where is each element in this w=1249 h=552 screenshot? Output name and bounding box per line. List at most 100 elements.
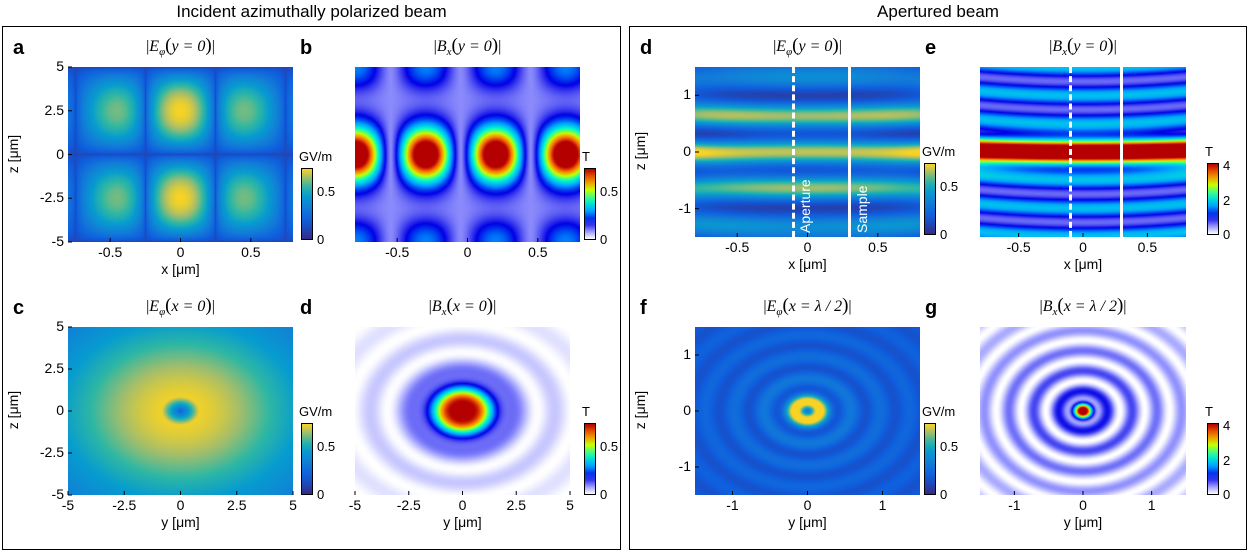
aperture-label: Aperture — [797, 179, 813, 233]
colorbar-tick-label: 0 — [600, 487, 607, 502]
y-tick-label: -5 — [24, 486, 64, 502]
x-axis-label: y [μm] — [355, 514, 570, 530]
y-tick-label: -5 — [24, 233, 64, 249]
x-tick-label: -5 — [340, 497, 370, 513]
colorbar-b — [584, 168, 596, 240]
x-tick-label: -0.5 — [1004, 239, 1034, 255]
x-tick-label: -1 — [718, 497, 748, 513]
heatmap-c — [68, 327, 293, 495]
aperture-line — [792, 67, 795, 237]
heatmap-d: Aperture Sample — [695, 67, 920, 237]
colorbar-tick-label: 0.5 — [600, 439, 618, 454]
x-axis-label: y [μm] — [980, 514, 1186, 530]
x-tick-label: 0 — [1068, 497, 1098, 513]
colorbar-a — [301, 168, 313, 240]
x-tick-label: 5 — [278, 497, 308, 513]
colorbar-tick-label: 4 — [1223, 418, 1230, 433]
panel-title: |Bx(x = 0)| — [355, 295, 570, 318]
colorbar-tick-label: 0 — [600, 232, 607, 247]
colorbar-tick-label: 0 — [940, 227, 947, 242]
colorbar-tick-label: 0.5 — [317, 184, 335, 199]
y-axis-label: z [μm] — [5, 114, 21, 194]
panel-letter-d: d — [640, 37, 652, 60]
y-axis-label: z [μm] — [632, 370, 648, 450]
colorbar-c — [301, 423, 313, 495]
x-tick-label: -0.5 — [722, 239, 752, 255]
panel-letter-a: a — [13, 37, 24, 60]
colorbar-unit: T — [582, 149, 590, 164]
heatmap-image — [355, 67, 580, 242]
colorbar-unit: GV/m — [922, 404, 955, 419]
heatmap-f — [695, 327, 920, 495]
y-tick-label: -1 — [651, 458, 691, 474]
sample-label: Sample — [854, 186, 870, 233]
x-tick-label: 0 — [166, 497, 196, 513]
x-tick-label: -2.5 — [394, 497, 424, 513]
x-axis-label: y [μm] — [68, 514, 293, 530]
y-tick-label: 5 — [24, 58, 64, 74]
colorbar-tick-label: 4 — [1223, 158, 1230, 173]
panel-letter-g: g — [925, 297, 937, 320]
colorbar-tick-label: 2 — [1223, 453, 1230, 468]
y-tick-label: 2.5 — [24, 102, 64, 118]
panel-title: |Eφ(x = 0)| — [68, 295, 293, 318]
panel-title: |Bx(y = 0)| — [980, 35, 1186, 58]
x-tick-label: 0 — [793, 239, 823, 255]
panel-letter-f: f — [640, 297, 647, 320]
x-tick-label: 1 — [868, 497, 898, 513]
colorbar-d — [584, 423, 596, 495]
panel-title: |Eφ(y = 0)| — [695, 35, 920, 58]
colorbar-tick-label: 0 — [1223, 227, 1230, 242]
x-axis-label: y [μm] — [695, 514, 920, 530]
colorbar-tick-label: 0.5 — [317, 439, 335, 454]
colorbar-unit: GV/m — [922, 144, 955, 159]
y-tick-label: 1 — [651, 346, 691, 362]
heatmap-image — [695, 327, 920, 495]
colorbar-f — [924, 423, 936, 495]
y-axis-label: z [μm] — [632, 111, 648, 191]
x-tick-label: 0 — [1068, 239, 1098, 255]
heatmap-image — [980, 67, 1186, 237]
x-tick-label: 0 — [448, 497, 478, 513]
heatmap-b — [355, 67, 580, 242]
x-tick-label: 0 — [453, 244, 483, 260]
panel-letter-e: e — [925, 37, 936, 60]
y-tick-label: 0 — [651, 143, 691, 159]
panel-letter-b: b — [300, 37, 312, 60]
heatmap-a — [68, 67, 293, 242]
y-tick-label: 0 — [24, 146, 64, 162]
colorbar-unit: T — [1205, 144, 1213, 159]
colorbar-unit: T — [582, 404, 590, 419]
colorbar-tick-label: 0 — [940, 487, 947, 502]
x-tick-label: 0.5 — [863, 239, 893, 255]
x-tick-label: 0.5 — [523, 244, 553, 260]
x-axis-label: x [μm] — [695, 256, 920, 272]
y-tick-label: -1 — [651, 200, 691, 216]
heatmap-image — [68, 67, 293, 242]
y-tick-label: -2.5 — [24, 444, 64, 460]
colorbar-tick-label: 0 — [317, 487, 324, 502]
y-axis-label: z [μm] — [5, 370, 21, 450]
x-tick-label: -0.5 — [95, 244, 125, 260]
y-tick-label: 5 — [24, 318, 64, 334]
panel-letter-d: d — [300, 297, 312, 320]
left-section-title: Incident azimuthally polarized beam — [0, 2, 623, 22]
heatmap-g — [980, 327, 1186, 495]
panel-title: |Bx(x = λ / 2)| — [980, 295, 1186, 318]
colorbar-unit: GV/m — [299, 149, 332, 164]
x-axis-label: x [μm] — [68, 261, 293, 277]
x-tick-label: 0.5 — [1132, 239, 1162, 255]
heatmap-image — [980, 327, 1186, 495]
colorbar-tick-label: 0 — [1223, 487, 1230, 502]
colorbar-tick-label: 2 — [1223, 193, 1230, 208]
heatmap-e — [980, 67, 1186, 237]
x-tick-label: 2.5 — [222, 497, 252, 513]
sample-line — [848, 67, 851, 237]
colorbar-d — [924, 163, 936, 235]
x-tick-label: 0.5 — [236, 244, 266, 260]
colorbar-tick-label: 0.5 — [940, 179, 958, 194]
x-tick-label: 5 — [555, 497, 585, 513]
y-tick-label: 0 — [24, 402, 64, 418]
panel-title: |Eφ(x = λ / 2)| — [695, 295, 920, 318]
colorbar-g — [1207, 423, 1219, 495]
